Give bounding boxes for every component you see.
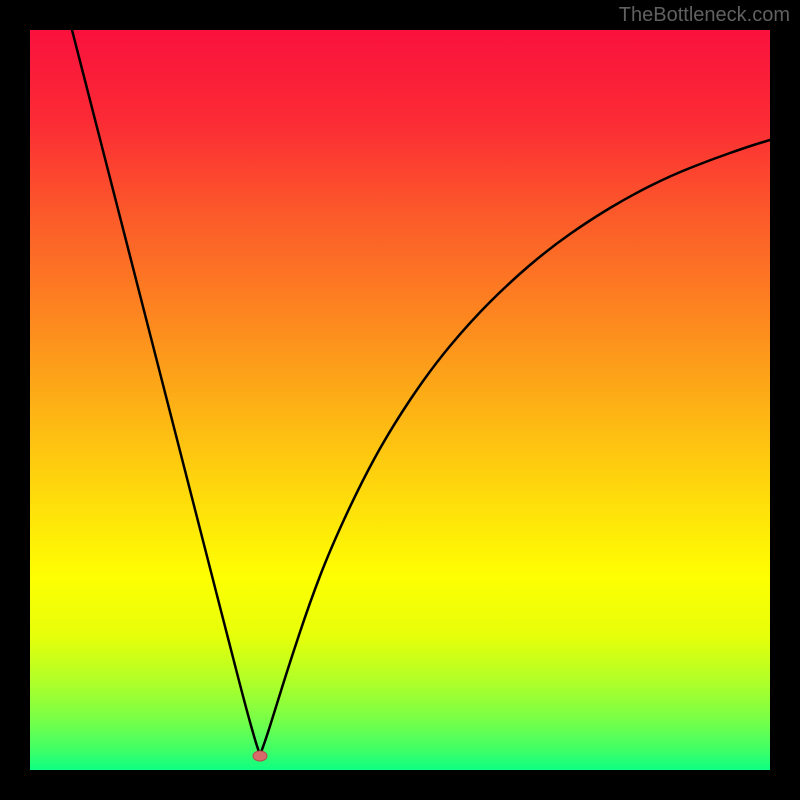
chart-container: TheBottleneck.com — [0, 0, 800, 800]
minimum-marker — [253, 751, 267, 761]
gradient-background — [30, 30, 770, 770]
chart-svg — [30, 30, 770, 770]
plot-area — [30, 30, 770, 770]
watermark-text: TheBottleneck.com — [619, 4, 790, 27]
